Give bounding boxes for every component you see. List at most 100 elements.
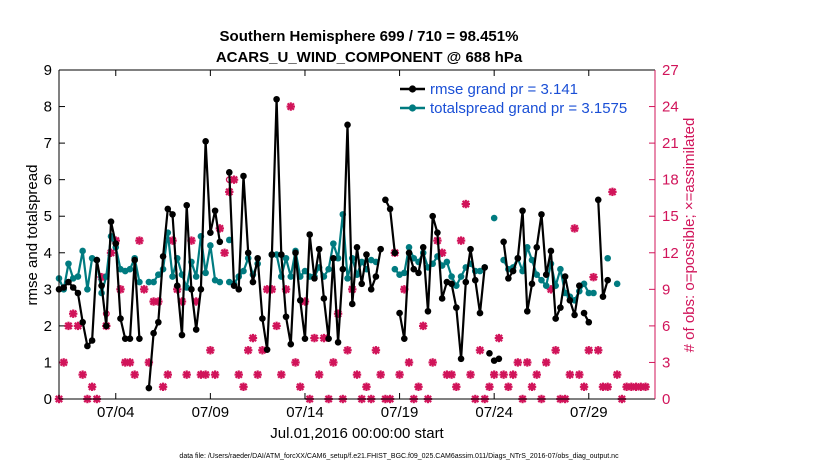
obs-assimilated-point — [310, 333, 319, 343]
obs-marker-stroke — [513, 358, 522, 367]
obs-marker-stroke — [239, 382, 248, 391]
totalspread-point — [590, 289, 597, 297]
obs-assimilated-point — [395, 370, 404, 379]
obs-marker-stroke — [584, 346, 593, 355]
totalspread-point — [150, 278, 157, 286]
legend-totalspread-marker — [408, 104, 417, 112]
obs-assimilated-point — [542, 358, 551, 367]
rmse-point — [396, 309, 403, 317]
totalspread-point — [391, 265, 399, 273]
rmse-point — [225, 169, 233, 176]
rmse-point — [552, 315, 559, 322]
chart-subtitle: ACARS_U_WIND_COMPONENT @ 688 hPa — [216, 49, 523, 66]
totalspread-point — [65, 260, 72, 268]
rmse-point — [183, 201, 191, 209]
right-tick-label: 15 — [662, 208, 679, 225]
rmse-point — [230, 282, 238, 289]
obs-assimilated-point — [461, 199, 470, 209]
rmse-point — [471, 276, 479, 284]
obs-assimilated-point — [286, 102, 295, 111]
obs-assimilated-point — [428, 358, 437, 367]
obs-marker-stroke — [476, 346, 484, 355]
rmse-point — [391, 249, 399, 257]
obs-marker-stroke — [485, 382, 494, 391]
rmse-point — [363, 251, 370, 258]
rmse-point — [107, 218, 115, 226]
obs-marker-stroke — [395, 370, 404, 379]
obs-marker-stroke — [461, 200, 470, 208]
obs-assimilated-point — [248, 333, 258, 343]
obs-marker-stroke — [466, 370, 475, 379]
obs-marker-stroke — [405, 358, 413, 367]
right-tick-label: 24 — [662, 99, 679, 116]
x-tick-label: 07/19 — [381, 404, 419, 421]
totalspread-point — [126, 265, 134, 273]
rmse-point — [339, 265, 347, 273]
rmse-point — [117, 315, 124, 322]
obs-marker-stroke — [277, 370, 286, 379]
right-tick-label: 27 — [662, 62, 679, 79]
obs-assimilated-point — [206, 346, 215, 355]
totalspread-point — [207, 242, 214, 249]
obs-marker-stroke — [88, 382, 97, 391]
totalspread-point — [325, 265, 332, 273]
rmse-point — [509, 267, 517, 275]
totalspread-point — [344, 275, 351, 282]
obs-marker-stroke — [163, 370, 172, 379]
chart-title: Southern Hemisphere 699 / 710 = 98.451% — [220, 28, 519, 45]
obs-marker-stroke — [140, 285, 149, 294]
totalspread-point — [542, 282, 550, 289]
rmse-point — [561, 273, 569, 280]
obs-marker-stroke — [126, 358, 134, 367]
rmse-point — [334, 339, 342, 346]
obs-assimilated-point — [234, 370, 243, 379]
obs-marker-stroke — [565, 370, 574, 379]
obs-marker-stroke — [206, 346, 215, 355]
rmse-point — [453, 304, 460, 311]
obs-marker-stroke — [319, 334, 328, 343]
totalspread-point — [169, 273, 176, 280]
x-tick-label: 07/24 — [475, 404, 513, 421]
rmse-point — [599, 293, 607, 300]
rmse-point — [254, 254, 261, 262]
obs-marker-stroke — [641, 382, 650, 391]
obs-marker-stroke — [414, 382, 423, 391]
rmse-point — [278, 251, 285, 258]
obs-assimilated-point — [291, 358, 300, 367]
obs-marker-stroke — [69, 309, 78, 318]
obs-marker-stroke — [291, 358, 300, 367]
obs-marker-stroke — [589, 273, 598, 282]
rmse-point — [367, 286, 375, 293]
rmse-point — [249, 278, 257, 286]
obs-assimilated-point — [244, 346, 253, 355]
legend-totalspread-label: totalspread grand pr = 3.1575 — [430, 100, 627, 117]
obs-assimilated-point — [570, 224, 579, 233]
rmse-point — [287, 340, 295, 348]
obs-assimilated-series — [54, 102, 650, 404]
rmse-point — [358, 280, 366, 288]
rmse-line — [147, 140, 221, 389]
x-tick-label: 07/09 — [192, 404, 230, 421]
obs-assimilated-point — [579, 382, 589, 392]
obs-assimilated-point — [362, 382, 371, 392]
rmse-point — [476, 309, 484, 317]
obs-marker-stroke — [286, 102, 295, 111]
rmse-point — [419, 243, 427, 251]
totalspread-point — [330, 240, 337, 247]
obs-assimilated-point — [603, 382, 612, 392]
totalspread-point — [145, 278, 153, 286]
rmse-point — [164, 205, 172, 213]
left-tick-label: 2 — [44, 318, 52, 335]
rmse-point — [505, 275, 512, 282]
obs-marker-stroke — [613, 370, 622, 379]
left-tick-label: 4 — [44, 245, 52, 262]
rmse-point — [410, 265, 418, 273]
obs-marker-stroke — [64, 321, 73, 330]
totalspread-point — [557, 265, 564, 273]
rmse-point — [292, 249, 299, 257]
obs-assimilated-point — [612, 370, 622, 379]
rmse-point — [514, 254, 522, 262]
obs-assimilated-point — [551, 346, 560, 355]
rmse-point — [481, 264, 489, 271]
obs-marker-stroke — [428, 358, 437, 367]
